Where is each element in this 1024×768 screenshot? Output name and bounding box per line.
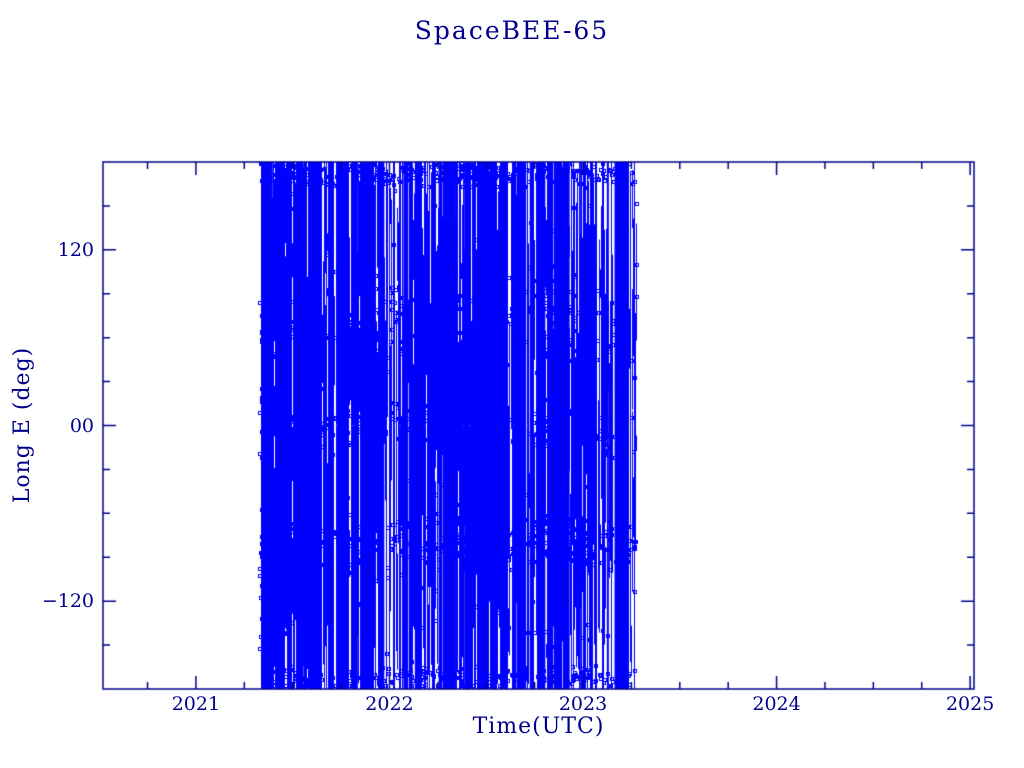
x-tick-label: 2021 (171, 693, 221, 715)
x-tick-label: 2022 (365, 693, 414, 715)
x-tick-label: 2025 (945, 693, 995, 715)
y-tick-label: 120 (57, 238, 94, 261)
x-tick-label: 2023 (558, 693, 608, 715)
y-tick-label: −120 (41, 590, 94, 613)
chart-title: SpaceBEE-65 (414, 16, 610, 45)
x-axis-label: Time(UTC) (472, 714, 605, 739)
x-tick-label: 2024 (752, 693, 801, 715)
y-tick-label: 00 (69, 414, 94, 437)
